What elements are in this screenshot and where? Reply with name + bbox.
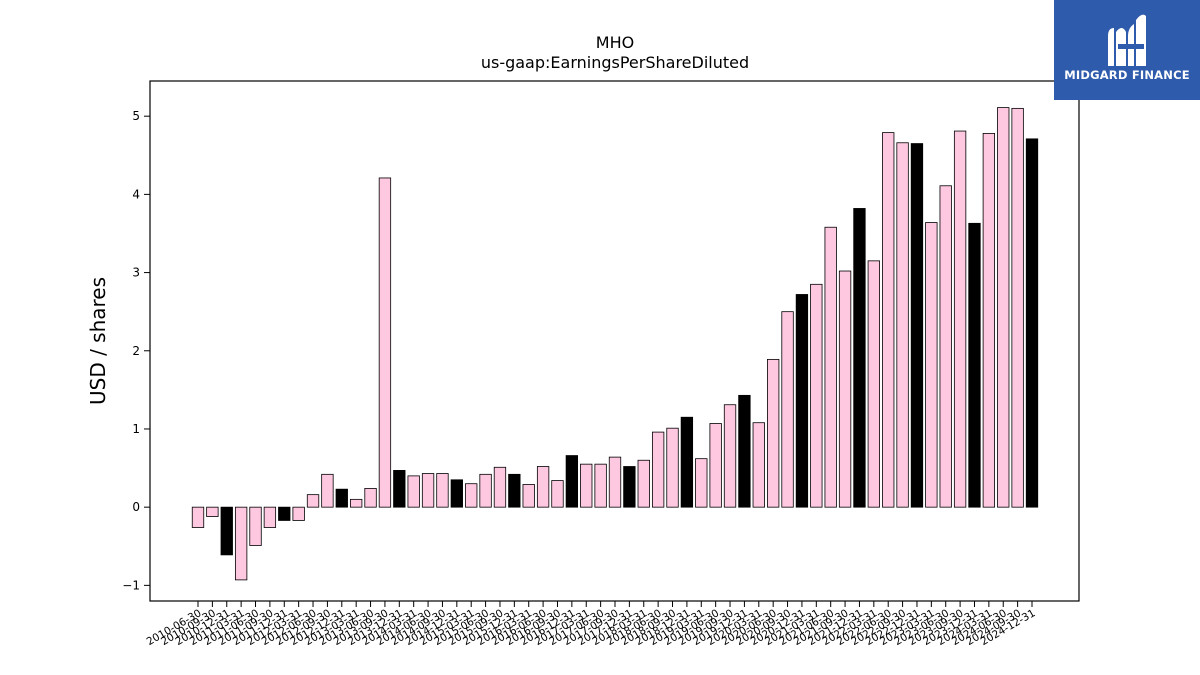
bar-2024-09-30	[1011, 107, 1024, 508]
bar-2016-03-31	[522, 484, 535, 508]
bar-2023-09-30	[953, 130, 967, 508]
y-axis-label: USD / shares	[86, 277, 110, 405]
bar-2021-03-31	[810, 283, 823, 508]
bar-2018-12-31	[680, 416, 694, 508]
bar-2023-12-31	[968, 222, 981, 508]
bar-2012-06-30	[306, 494, 320, 508]
y-tick-label: 0	[132, 500, 140, 514]
bar-2020-06-30	[767, 358, 780, 508]
bar-2013-09-30	[378, 177, 392, 508]
bar-2022-12-31	[910, 143, 924, 508]
bar-2018-09-30	[666, 427, 679, 508]
bar-2018-06-30	[651, 431, 665, 508]
bar-2019-03-31	[695, 458, 708, 508]
brand-name: MIDGARD FINANCE	[1064, 68, 1190, 82]
bar-2016-12-31	[565, 455, 579, 508]
bar-2015-12-31	[508, 473, 521, 508]
bar-2022-06-30	[882, 132, 895, 508]
bar-2017-12-31	[623, 466, 636, 508]
bar-2020-03-31	[752, 422, 765, 508]
bar-2022-03-31	[867, 260, 880, 508]
bar-2013-06-30	[364, 487, 377, 508]
bar-2017-06-30	[594, 463, 607, 508]
bar-2021-12-31	[853, 208, 866, 508]
chart-subtitle: us-gaap:EarningsPerShareDiluted	[481, 53, 749, 72]
bar-2012-12-31	[335, 488, 348, 508]
bar-2021-09-30	[838, 270, 852, 508]
bar-2012-09-30	[321, 473, 334, 508]
bar-2011-06-30	[249, 506, 262, 546]
bar-2010-06-30	[191, 506, 205, 528]
bar-2021-06-30	[824, 226, 837, 508]
bar-2014-06-30	[421, 473, 435, 508]
bar-2017-03-31	[580, 463, 593, 508]
bar-2011-09-30	[263, 506, 277, 528]
bar-2011-12-31	[278, 506, 291, 521]
bar-2019-06-30	[709, 423, 722, 508]
bar-2024-06-30	[997, 107, 1010, 508]
bar-2023-03-31	[925, 222, 938, 508]
bar-2015-09-30	[493, 466, 507, 508]
bar-2024-12-31	[1025, 138, 1039, 508]
bar-2014-12-31	[450, 479, 463, 508]
bar-2020-12-31	[795, 294, 809, 508]
midgard-mh-monogram-icon	[1108, 14, 1146, 67]
bar-2015-03-31	[465, 483, 478, 508]
x-axis: 2010-06-302010-09-302010-12-312011-03-31…	[145, 601, 1038, 648]
y-tick-label: 3	[132, 266, 140, 280]
bar-2018-03-31	[637, 459, 650, 508]
y-tick-label: 2	[132, 344, 140, 358]
chart-title: MHO	[596, 33, 634, 52]
plot-frame	[149, 80, 1080, 602]
bar-2019-12-31	[738, 394, 751, 508]
bar-2023-06-30	[939, 185, 952, 508]
bar-2010-12-31	[220, 506, 233, 556]
bar-2013-12-31	[393, 470, 406, 508]
bar-2015-06-30	[479, 473, 492, 508]
y-axis: −1 0 1 2 3 4 5	[122, 109, 150, 592]
bar-2012-03-31	[292, 506, 305, 521]
bars-group	[191, 107, 1039, 581]
y-tick-label: −1	[122, 578, 140, 592]
y-tick-label: 4	[132, 187, 140, 201]
bar-2013-03-31	[350, 498, 363, 508]
bar-2010-09-30	[206, 506, 219, 517]
bar-2017-09-30	[608, 456, 622, 508]
bar-2020-09-30	[781, 311, 794, 508]
bar-2019-09-30	[723, 404, 737, 508]
brand-logo: MIDGARD FINANCE	[1054, 0, 1200, 100]
y-tick-label: 5	[132, 109, 140, 123]
bar-2016-06-30	[536, 466, 550, 508]
y-tick-label: 1	[132, 422, 140, 436]
bar-2011-03-31	[234, 506, 248, 581]
bar-2016-09-30	[551, 480, 564, 508]
bar-2022-09-30	[896, 142, 909, 508]
bar-2014-09-30	[436, 473, 449, 508]
bar-2024-03-31	[982, 132, 996, 508]
bar-2014-03-31	[407, 475, 420, 508]
